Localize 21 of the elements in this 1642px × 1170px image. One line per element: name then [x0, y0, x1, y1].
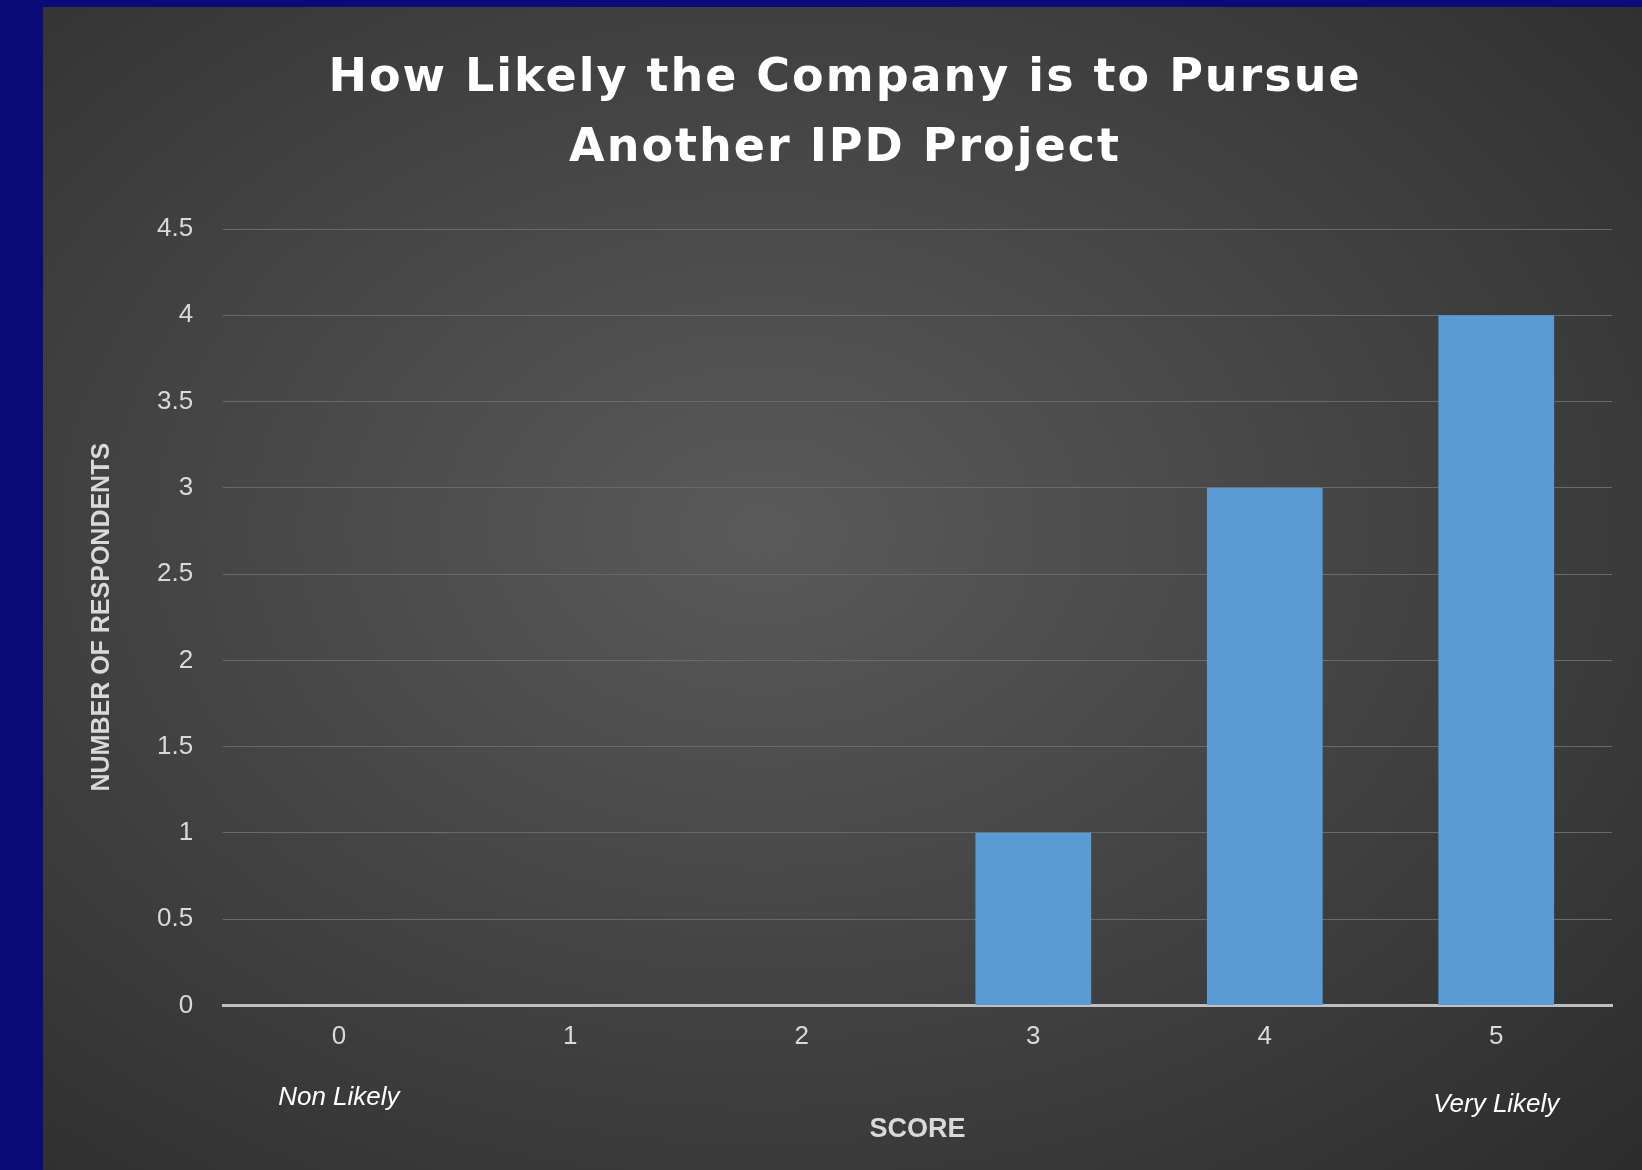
- y-tick-label: 3.5: [156, 384, 194, 415]
- y-tick-label: 2.5: [156, 557, 194, 588]
- x-tick-label: 1: [563, 1020, 578, 1051]
- x-tick-label: 0: [331, 1020, 347, 1051]
- y-tick-label: 1: [178, 816, 194, 847]
- x-tick-label: 4: [1257, 1020, 1273, 1051]
- x-axis-title: SCORE: [869, 1113, 966, 1144]
- text: Very Likely: [1433, 1088, 1562, 1119]
- y-tick-label: 4.5: [156, 212, 194, 243]
- y-tick-label: 4: [178, 298, 194, 329]
- y-tick-label: 0.5: [156, 902, 194, 933]
- x-tick-label: 5: [1489, 1020, 1504, 1051]
- chart-title: How Likely the Company is to Pursue Another IPD Project: [327, 47, 1363, 174]
- text: Non Likely: [278, 1081, 402, 1112]
- x-tick-label: 2: [794, 1020, 810, 1051]
- y-tick-label: 3: [178, 470, 194, 501]
- y-tick-label: 1.5: [156, 729, 194, 760]
- x-tick-label: 3: [1026, 1020, 1041, 1051]
- y-axis-title: NUMBER OF RESPONDENTS: [85, 442, 114, 792]
- y-tick-label: 2: [178, 643, 194, 674]
- y-tick-label: 0: [178, 988, 194, 1019]
